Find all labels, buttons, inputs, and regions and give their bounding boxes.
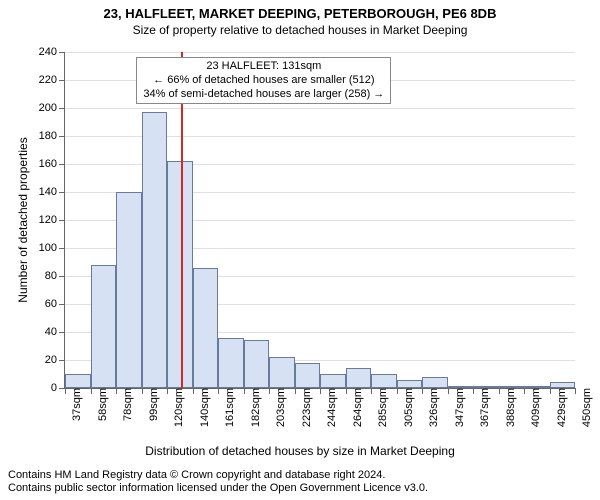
histogram-bar bbox=[193, 268, 219, 388]
x-tick-label: 347sqm bbox=[448, 388, 466, 427]
y-tick-label: 160 bbox=[39, 158, 65, 170]
histogram-bar bbox=[269, 357, 295, 388]
histogram-plot: 23 HALFLEET: 131sqm ← 66% of detached ho… bbox=[64, 52, 575, 389]
page-subtitle: Size of property relative to detached ho… bbox=[0, 21, 600, 37]
annotation-line-3: 34% of semi-detached houses are larger (… bbox=[143, 88, 384, 102]
x-tick-label: 450sqm bbox=[575, 388, 593, 427]
histogram-bar bbox=[91, 265, 117, 388]
histogram-bar bbox=[397, 380, 423, 388]
x-tick-label: 367sqm bbox=[473, 388, 491, 427]
x-tick-label: 429sqm bbox=[550, 388, 568, 427]
x-tick-label: 161sqm bbox=[218, 388, 236, 427]
annotation-box: 23 HALFLEET: 131sqm ← 66% of detached ho… bbox=[136, 57, 391, 104]
histogram-bar bbox=[320, 374, 346, 388]
histogram-bar bbox=[167, 161, 193, 388]
y-axis-label: Number of detached properties bbox=[16, 137, 30, 302]
x-tick-label: 388sqm bbox=[499, 388, 517, 427]
y-tick-label: 60 bbox=[45, 298, 65, 310]
histogram-bar bbox=[295, 363, 321, 388]
y-tick-label: 180 bbox=[39, 130, 65, 142]
x-tick-label: 140sqm bbox=[193, 388, 211, 427]
x-tick-label: 305sqm bbox=[397, 388, 415, 427]
histogram-bar bbox=[116, 192, 142, 388]
y-tick-label: 200 bbox=[39, 102, 65, 114]
y-tick-label: 40 bbox=[45, 326, 65, 338]
y-tick-label: 0 bbox=[51, 382, 65, 394]
y-tick-label: 120 bbox=[39, 214, 65, 226]
y-tick-label: 220 bbox=[39, 74, 65, 86]
histogram-bar bbox=[244, 340, 270, 388]
y-tick-label: 20 bbox=[45, 354, 65, 366]
footer-line-2: Contains public sector information licen… bbox=[8, 482, 592, 496]
y-tick-label: 240 bbox=[39, 46, 65, 58]
chart-container: 23, HALFLEET, MARKET DEEPING, PETERBOROU… bbox=[0, 0, 600, 500]
histogram-bar bbox=[422, 377, 448, 388]
x-tick-label: 223sqm bbox=[295, 388, 313, 427]
page-title: 23, HALFLEET, MARKET DEEPING, PETERBOROU… bbox=[0, 0, 600, 21]
x-tick-label: 264sqm bbox=[346, 388, 364, 427]
histogram-bar bbox=[218, 338, 244, 388]
x-tick-label: 326sqm bbox=[422, 388, 440, 427]
x-tick-label: 78sqm bbox=[116, 388, 134, 421]
y-tick-label: 140 bbox=[39, 186, 65, 198]
histogram-bar bbox=[371, 374, 397, 388]
x-tick-label: 409sqm bbox=[524, 388, 542, 427]
gridline bbox=[65, 108, 575, 109]
y-tick-label: 80 bbox=[45, 270, 65, 282]
gridline bbox=[65, 52, 575, 53]
histogram-bar bbox=[346, 368, 372, 388]
x-axis-label: Distribution of detached houses by size … bbox=[0, 444, 600, 458]
x-tick-label: 244sqm bbox=[320, 388, 338, 427]
footer-attribution: Contains HM Land Registry data © Crown c… bbox=[8, 469, 592, 497]
annotation-line-2: ← 66% of detached houses are smaller (51… bbox=[143, 74, 384, 88]
x-tick-label: 37sqm bbox=[65, 388, 83, 421]
x-tick-label: 203sqm bbox=[269, 388, 287, 427]
x-tick-label: 99sqm bbox=[142, 388, 160, 421]
annotation-line-1: 23 HALFLEET: 131sqm bbox=[143, 60, 384, 74]
x-tick-label: 182sqm bbox=[244, 388, 262, 427]
x-tick-label: 120sqm bbox=[167, 388, 185, 427]
footer-line-1: Contains HM Land Registry data © Crown c… bbox=[8, 469, 592, 483]
histogram-bar bbox=[142, 112, 168, 388]
x-tick-label: 285sqm bbox=[371, 388, 389, 427]
histogram-bar bbox=[65, 374, 91, 388]
y-tick-label: 100 bbox=[39, 242, 65, 254]
x-tick-label: 58sqm bbox=[91, 388, 109, 421]
